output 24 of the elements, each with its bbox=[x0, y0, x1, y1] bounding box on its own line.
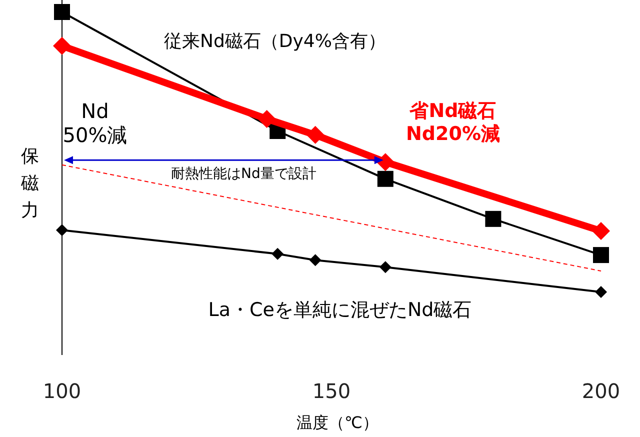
point bbox=[56, 224, 68, 236]
point bbox=[54, 4, 70, 20]
point bbox=[592, 222, 610, 240]
point bbox=[593, 247, 609, 264]
point bbox=[376, 153, 394, 172]
x-tick-label: 200 bbox=[582, 379, 620, 403]
point bbox=[377, 170, 394, 187]
x-tick-label: 100 bbox=[42, 379, 82, 403]
x-axis-title: 温度（℃） bbox=[296, 413, 378, 432]
annotation: 耐熱性能はNd量で設計 bbox=[171, 166, 316, 182]
series-label: 省Nd磁石 Nd20%減 bbox=[406, 100, 500, 145]
x-tick-label: 150 bbox=[312, 379, 351, 403]
annotation: Nd 50%減 bbox=[62, 99, 128, 147]
point bbox=[53, 36, 71, 55]
point bbox=[306, 126, 324, 144]
point bbox=[485, 210, 502, 227]
point bbox=[595, 286, 607, 298]
series-label: La・Ceを単純に混ぜたNd磁石 bbox=[208, 299, 472, 321]
point bbox=[379, 261, 392, 274]
y-axis-title: 保磁力 bbox=[20, 146, 39, 221]
point bbox=[258, 110, 276, 128]
point bbox=[309, 254, 322, 266]
series-label: 従来Nd磁石（Dy4%含有） bbox=[164, 31, 386, 52]
point bbox=[272, 248, 284, 260]
